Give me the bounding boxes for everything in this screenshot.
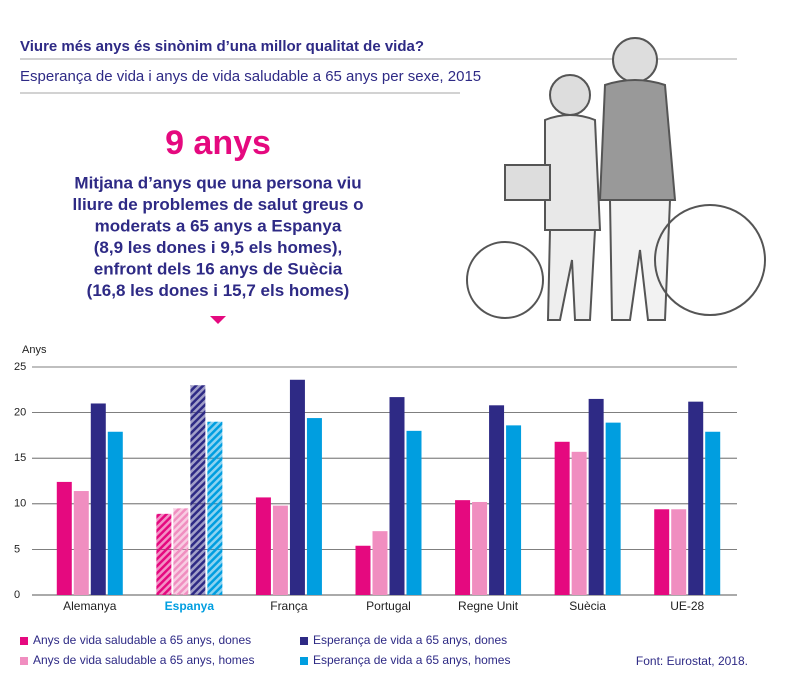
highlight-line: lliure de problemes de salut greus o (73, 195, 364, 214)
legend-label: Esperança de vida a 65 anys, dones (313, 633, 507, 647)
y-tick-label: 5 (14, 543, 20, 555)
title: Viure més anys és sinònim d’una millor q… (20, 38, 424, 55)
bar (588, 398, 604, 595)
legend-label: Anys de vida saludable a 65 anys, dones (33, 633, 251, 647)
bar (289, 379, 305, 595)
bar (372, 531, 388, 595)
highlight-line: moderats a 65 anys a Espanya (95, 216, 342, 235)
highlight-line: enfront dels 16 anys de Suècia (94, 259, 343, 278)
bar (489, 405, 505, 595)
highlight-line: (8,9 les dones i 9,5 els homes), (94, 238, 343, 257)
y-tick-label: 15 (14, 452, 26, 464)
bar (688, 401, 704, 595)
bar (472, 501, 488, 595)
x-tick-label: França (270, 599, 308, 613)
bar (156, 513, 172, 595)
highlight-line: (16,8 les dones i 15,7 els homes) (87, 281, 350, 300)
x-tick-label: Suècia (569, 599, 606, 613)
headline: 9 anys (165, 124, 271, 162)
bar (455, 500, 471, 595)
bar (173, 508, 189, 595)
bar (506, 425, 522, 595)
highlight-line: Mitjana d’anys que una persona viu (74, 173, 361, 192)
x-tick-label: Portugal (366, 599, 411, 613)
subtitle: Esperança de vida i anys de vida saludab… (20, 68, 481, 85)
bar (255, 497, 271, 595)
legend-label: Anys de vida saludable a 65 anys, homes (33, 653, 254, 667)
y-tick-label: 25 (14, 361, 26, 373)
bar (207, 421, 223, 595)
bar (671, 509, 687, 595)
x-tick-label: Espanya (165, 599, 215, 613)
bar (554, 441, 570, 595)
legend-swatch (20, 637, 28, 645)
bar (73, 491, 89, 595)
bar (90, 403, 106, 595)
bar (306, 418, 322, 595)
y-tick-label: 20 (14, 407, 26, 419)
source: Font: Eurostat, 2018. (636, 654, 748, 668)
bar (272, 505, 288, 595)
bar (56, 481, 72, 595)
y-tick-label: 10 (14, 498, 26, 510)
bar (355, 545, 371, 595)
bar (190, 385, 206, 595)
bar (406, 430, 422, 595)
y-tick-label: 0 (14, 589, 20, 601)
legend-label: Esperança de vida a 65 anys, homes (313, 653, 510, 667)
bar (705, 431, 721, 595)
legend-swatch (300, 657, 308, 665)
x-tick-label: Alemanya (63, 599, 117, 613)
bar (389, 397, 405, 595)
bar (654, 509, 670, 595)
x-tick-label: Regne Unit (458, 599, 519, 613)
y-axis-label: Anys (22, 344, 47, 356)
x-tick-label: UE-28 (670, 599, 704, 613)
highlight-text: Mitjana d’anys que una persona viu lliure… (73, 173, 364, 300)
bar (107, 431, 123, 595)
bar (605, 422, 621, 595)
legend-swatch (300, 637, 308, 645)
legend-swatch (20, 657, 28, 665)
photo (466, 37, 766, 321)
arrow (210, 316, 226, 324)
bar (571, 451, 587, 595)
